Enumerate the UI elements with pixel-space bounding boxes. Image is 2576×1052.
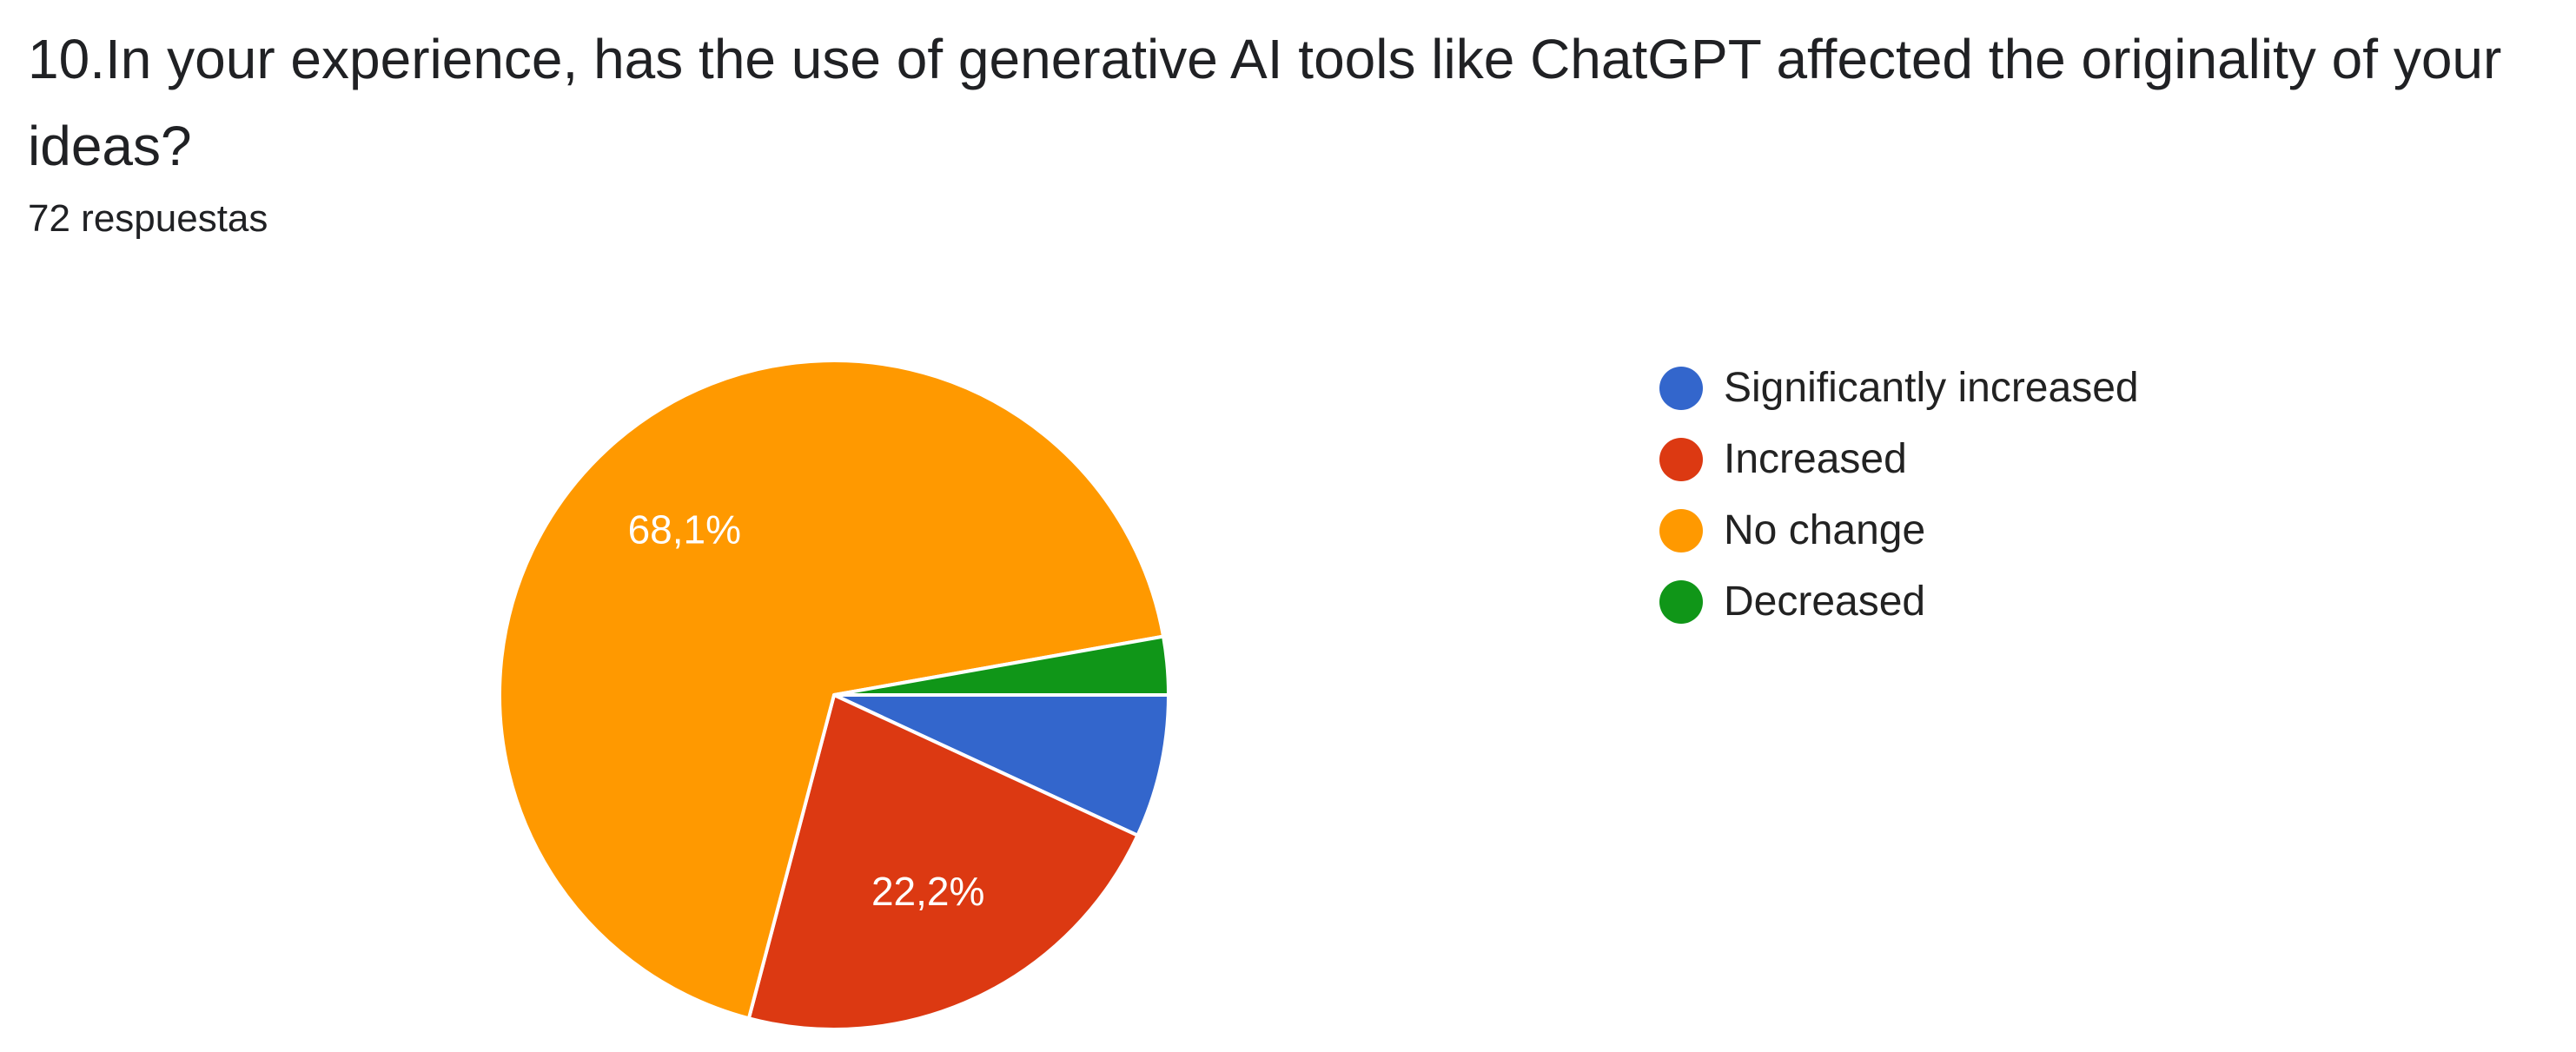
legend-item-no-change[interactable]: No change [1659, 495, 2139, 566]
legend-label: Increased [1724, 436, 1907, 482]
pie-slice-increased [746, 693, 1140, 1032]
legend-item-decreased[interactable]: Decreased [1659, 566, 2139, 638]
legend-label: Decreased [1724, 579, 1926, 625]
legend-item-significantly-increased[interactable]: Significantly increased [1659, 353, 2139, 424]
response-count: 72 respuestas [28, 197, 268, 240]
legend-label: No change [1724, 507, 1926, 553]
pie-slices [498, 359, 1170, 1032]
pie-slice-significantly-increased [832, 693, 1170, 837]
legend-label: Significantly increased [1724, 365, 2139, 411]
legend-swatch-icon [1659, 438, 1703, 481]
data-label-no-change: 68,1% [628, 506, 741, 552]
pie-slice-decreased [832, 634, 1170, 697]
legend-swatch-icon [1659, 580, 1703, 624]
question-title: 10.In your experience, has the use of ge… [28, 28, 2502, 177]
chart-legend: Significantly increased Increased No chang… [1659, 353, 2139, 638]
legend-swatch-icon [1659, 367, 1703, 410]
legend-swatch-icon [1659, 509, 1703, 552]
legend-item-increased[interactable]: Increased [1659, 424, 2139, 495]
pie-slice-no-change [498, 359, 1166, 1021]
data-label-increased: 22,2% [871, 869, 984, 914]
pie-labels: 22,2% 68,1% [628, 506, 985, 914]
